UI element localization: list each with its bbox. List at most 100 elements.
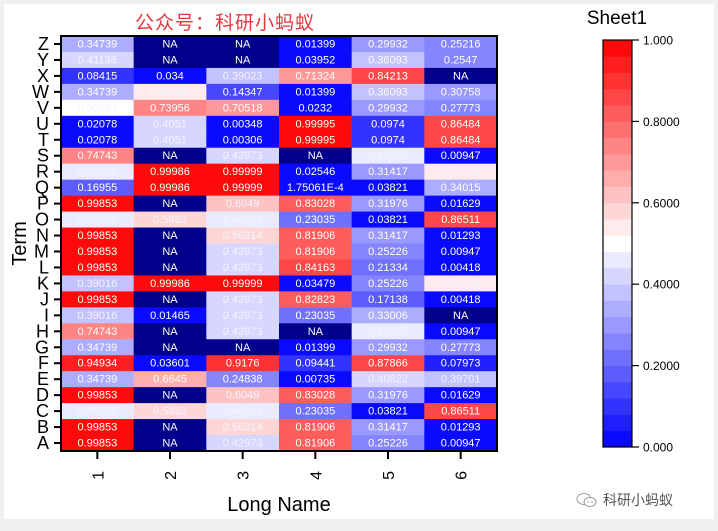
heatmap-cell [424,227,498,244]
heatmap-cell [279,387,353,404]
cell-label: 0.86484 [441,118,481,130]
heatmap-cell [133,67,207,85]
heatmap-cell [424,163,498,181]
heatmap-cell [133,99,207,117]
cell-label: 0.27773 [441,102,481,114]
heatmap-cell [206,419,280,436]
cell-label: 0.46862 [77,166,117,178]
heatmap-cell [133,163,207,181]
cell-label: 0.34739 [77,86,117,98]
colorbar-level [603,365,632,383]
cell-label: 0.99986 [150,182,190,194]
cell-label: 0.17138 [368,294,408,306]
cell-label: 0.09441 [295,358,335,370]
cell-label: 0.31417 [368,166,408,178]
window-bottom-bar [0,519,718,531]
cell-label: 0.0974 [371,134,405,146]
cell-label: 0.86511 [441,214,480,226]
heatmap-cell [424,371,498,388]
cell-label: 0.99853 [77,422,117,434]
cell-label: 0.99853 [77,294,117,306]
cell-label: 0.00947 [441,438,481,450]
heatmap-cell [279,275,353,292]
heatmap-cell [61,419,135,436]
heatmap-cell [206,115,280,133]
cell-label: 0.31976 [368,198,408,210]
heatmap-cell [133,307,207,324]
heatmap-cell [206,179,280,197]
cell-label: 0.31417 [368,422,408,434]
heatmap-cell [133,435,207,452]
cell-label: 0.50683 [77,102,117,114]
heatmap-cell [351,83,425,101]
cell-label: 0.41138 [78,54,117,66]
cell-label: 0.42973 [223,294,263,306]
colorbar-tick-label: 0.8000 [643,115,680,129]
colorbar-level [603,333,632,350]
cell-label: 0.55585 [150,86,190,98]
x-tick-label: 4 [308,471,325,480]
cell-label: 0.01629 [441,198,481,210]
heatmap-cell [279,115,353,133]
x-tick-label: 5 [381,471,398,480]
cell-label: 0.54449 [441,278,481,290]
heatmap-cell [279,435,353,452]
heatmap-cell [61,147,135,165]
heatmap-cell [61,307,135,324]
heatmap-cell [279,51,353,69]
cell-label: 0.4051 [153,134,187,146]
y-tick-label: H [36,321,49,341]
colorbar-level [603,72,632,90]
colorbar-level [603,398,632,415]
cell-label: 0.29932 [368,38,408,50]
cell-label: 0.81906 [295,230,335,242]
heatmap-cell [424,51,498,69]
heatmap-cell [351,259,425,276]
cell-label: 0.29932 [368,342,408,354]
cell-label: 0.23035 [295,214,335,226]
heatmap-cell [133,211,207,229]
cell-label: 0.03952 [295,54,335,66]
heatmap-cell [351,275,425,292]
heatmap-cell [61,51,135,69]
heatmap-cell [206,355,280,372]
cell-label: 0.21334 [368,262,408,274]
heatmap-cell [351,163,425,181]
heatmap-cell [206,259,280,276]
heatmap-cell [133,403,207,420]
cell-label: 0.40622 [368,374,408,386]
cell-label: 0.00418 [441,294,481,306]
heatmap-cell [424,339,498,356]
heatmap-cell [351,227,425,244]
cell-label: 0.99986 [150,278,190,290]
heatmap-cell [133,83,207,101]
heatmap-cell [279,403,353,420]
cell-label: 0.86484 [441,134,481,146]
heatmap-cell [279,339,353,356]
watermark: 科研小蚂蚁 [575,490,673,510]
cell-label: 0.99999 [223,166,263,178]
heatmap-cell [424,115,498,133]
heatmap-cell [133,195,207,213]
cell-label: 0.31417 [368,230,408,242]
heatmap-cell [279,36,353,53]
heatmap-cell [61,67,135,85]
colorbar [602,39,633,448]
y-tick-label: T [38,130,49,150]
y-tick-label: Q [35,178,49,198]
cell-label: 0.81906 [295,422,335,434]
cell-label: NA [162,294,178,306]
cell-label: 0.46293 [223,406,263,418]
cell-label: 0.74743 [77,150,117,162]
cell-label: 0.42973 [223,438,263,450]
heatmap-cell [351,195,425,213]
heatmap-cell [351,147,425,165]
cell-label: 0.42973 [223,150,263,162]
cell-label: 0.01399 [295,86,335,98]
heatmap-cell [424,211,498,229]
cell-label: 0.03821 [368,406,408,418]
heatmap-cell [61,211,135,229]
heatmap-cell [279,291,353,308]
heatmap-cell [279,147,353,165]
heatmap-cell [279,67,353,85]
